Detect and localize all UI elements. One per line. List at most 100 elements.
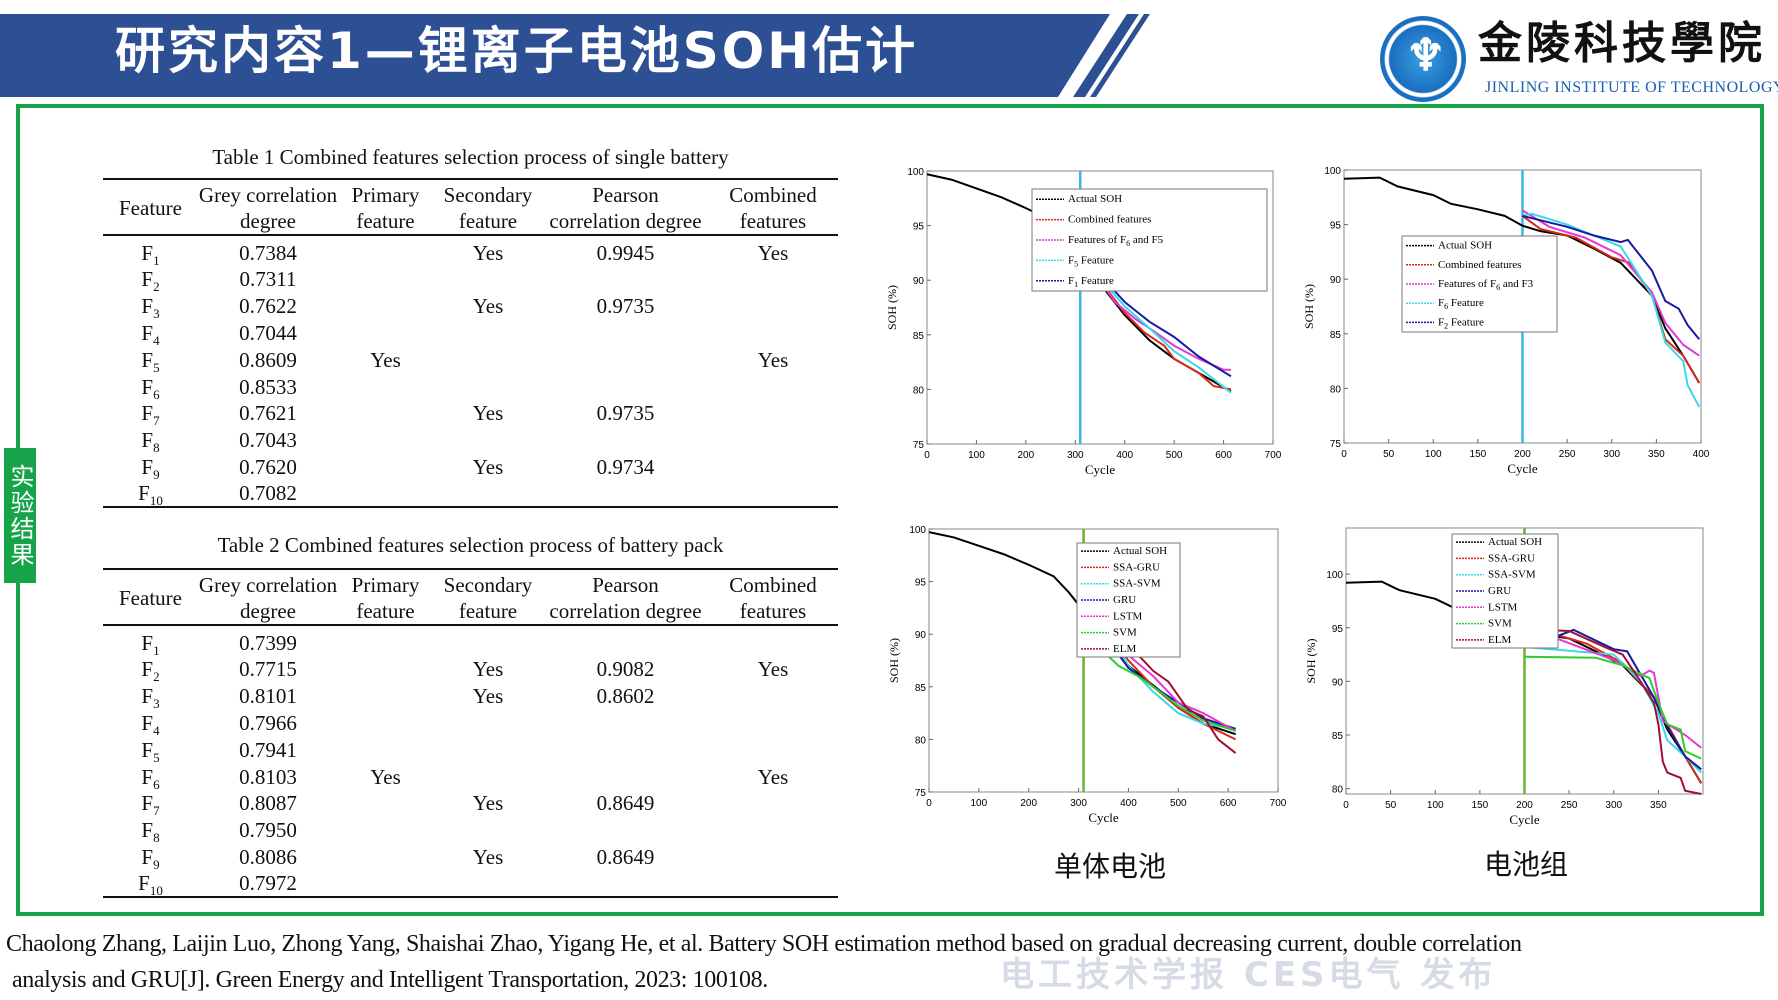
- table-row: F10 0.7082: [103, 480, 838, 507]
- table-cell: [338, 454, 433, 481]
- y-tick-label: 85: [1332, 731, 1344, 742]
- table-cell: [338, 625, 433, 656]
- column-header: Primary feature: [338, 179, 433, 236]
- table-cell: [543, 346, 708, 373]
- table-cell: [543, 480, 708, 507]
- citation-line-2: analysis and GRU[J]. Green Energy and In…: [12, 967, 768, 993]
- table-row: F4 0.7044: [103, 320, 838, 347]
- y-tick-label: 90: [915, 630, 927, 641]
- y-tick-label: 100: [909, 525, 926, 536]
- feature-cell: F6: [141, 764, 160, 792]
- table-cell: 0.7043: [239, 428, 297, 453]
- table2: Feature Grey correlation degree Primary feat…: [103, 568, 838, 899]
- column-header: Feature: [103, 179, 198, 236]
- table-cell: Yes: [370, 347, 401, 372]
- y-tick-label: 95: [915, 578, 927, 589]
- table-cell: 0.7715: [239, 657, 297, 682]
- x-tick-label: 100: [1427, 800, 1444, 811]
- table-cell: 0.7621: [239, 401, 297, 426]
- table-cell: [338, 427, 433, 454]
- x-tick-label: 0: [926, 798, 932, 809]
- x-tick-label: 200: [1514, 449, 1531, 460]
- x-tick-label: 600: [1215, 450, 1232, 461]
- legend-entry: Combined features: [1068, 214, 1151, 226]
- series-line: [1524, 655, 1702, 760]
- x-tick-label: 500: [1166, 450, 1183, 461]
- header-text: correlation degree: [549, 209, 702, 233]
- x-tick-label: 300: [1067, 450, 1084, 461]
- table-cell: [708, 683, 838, 710]
- table-cell: [543, 736, 708, 763]
- table-cell: [708, 480, 838, 507]
- legend-entry: Actual SOH: [1113, 545, 1167, 557]
- header-text: Combined: [729, 183, 817, 207]
- y-tick-label: 95: [1332, 624, 1344, 635]
- column-header: Grey correlation degree: [198, 179, 338, 236]
- x-tick-label: 0: [924, 450, 930, 461]
- table-cell: [433, 870, 543, 897]
- table-cell: [543, 266, 708, 293]
- table-row: F2 0.7311: [103, 266, 838, 293]
- table-row: F8 0.7043: [103, 427, 838, 454]
- y-tick-label: 95: [1330, 221, 1342, 232]
- table-cell: Yes: [472, 454, 504, 479]
- table-cell: [433, 710, 543, 737]
- table-cell: [433, 427, 543, 454]
- legend-entry: Actual SOH: [1068, 193, 1122, 205]
- table-cell: [433, 346, 543, 373]
- table-cell: 0.9734: [596, 454, 655, 479]
- school-name-cn: 金陵科技學院: [1478, 18, 1766, 69]
- y-tick-label: 95: [913, 222, 925, 233]
- x-tick-label: 300: [1070, 798, 1087, 809]
- table-cell: [338, 683, 433, 710]
- watermark: 电工技术学报 CES电气 发布: [1000, 955, 1497, 995]
- y-tick-label: 75: [1330, 439, 1342, 450]
- x-axis-label: Cycle: [1507, 461, 1538, 476]
- table-row: F7 0.8087 Yes 0.8649: [103, 790, 838, 817]
- table-cell: 0.8086: [239, 844, 297, 869]
- column-header: Pearson correlation degree: [543, 179, 708, 236]
- header-text: Pearson: [592, 573, 659, 597]
- table-cell: 0.7941: [239, 737, 297, 762]
- x-tick-label: 300: [1605, 800, 1622, 811]
- y-tick-label: 85: [1330, 330, 1342, 341]
- header-text: Feature: [119, 586, 182, 610]
- x-tick-label: 600: [1220, 798, 1237, 809]
- table-cell: [708, 293, 838, 320]
- table-cell: 0.7399: [239, 631, 297, 655]
- table-cell: [543, 817, 708, 844]
- table-cell: [708, 844, 838, 871]
- x-tick-label: 50: [1385, 800, 1397, 811]
- table-cell: 0.8649: [596, 844, 655, 869]
- table-cell: [543, 373, 708, 400]
- y-axis-label: SOH (%): [1304, 639, 1318, 684]
- label-single-battery: 单体电池: [1054, 850, 1167, 883]
- legend-entry: ELM: [1113, 643, 1136, 655]
- label-battery-pack: 电池组: [1484, 848, 1569, 881]
- y-axis-label: SOH (%): [1302, 284, 1316, 329]
- table-cell: [433, 736, 543, 763]
- feature-cell: F7: [141, 791, 160, 819]
- y-tick-label: 80: [915, 735, 927, 746]
- header-text: feature: [356, 599, 415, 623]
- y-tick-label: 75: [915, 788, 927, 799]
- x-tick-label: 250: [1561, 800, 1578, 811]
- feature-cell: F9: [141, 454, 160, 483]
- page-title: 研究内容1—锂离子电池SOH估计: [115, 22, 919, 80]
- y-tick-label: 80: [913, 385, 925, 396]
- table-cell: 0.7966: [239, 710, 297, 735]
- x-tick-label: 300: [1603, 449, 1620, 460]
- header-bar: [0, 14, 1110, 97]
- y-tick-label: 80: [1332, 785, 1344, 796]
- table-row: F5 0.7941: [103, 736, 838, 764]
- column-header: Secondary feature: [433, 179, 543, 236]
- table-cell: [338, 656, 433, 683]
- y-tick-label: 90: [1332, 677, 1344, 688]
- table-cell: [338, 293, 433, 320]
- header-text: features: [739, 209, 807, 233]
- legend: [1031, 188, 1268, 292]
- table1: Feature Grey correlation degree Primary feat…: [103, 178, 838, 509]
- x-tick-label: 200: [1516, 800, 1533, 811]
- citation: Chaolong Zhang, Laijin Luo, Zhong Yang, …: [6, 926, 1776, 998]
- table-cell: [433, 480, 543, 507]
